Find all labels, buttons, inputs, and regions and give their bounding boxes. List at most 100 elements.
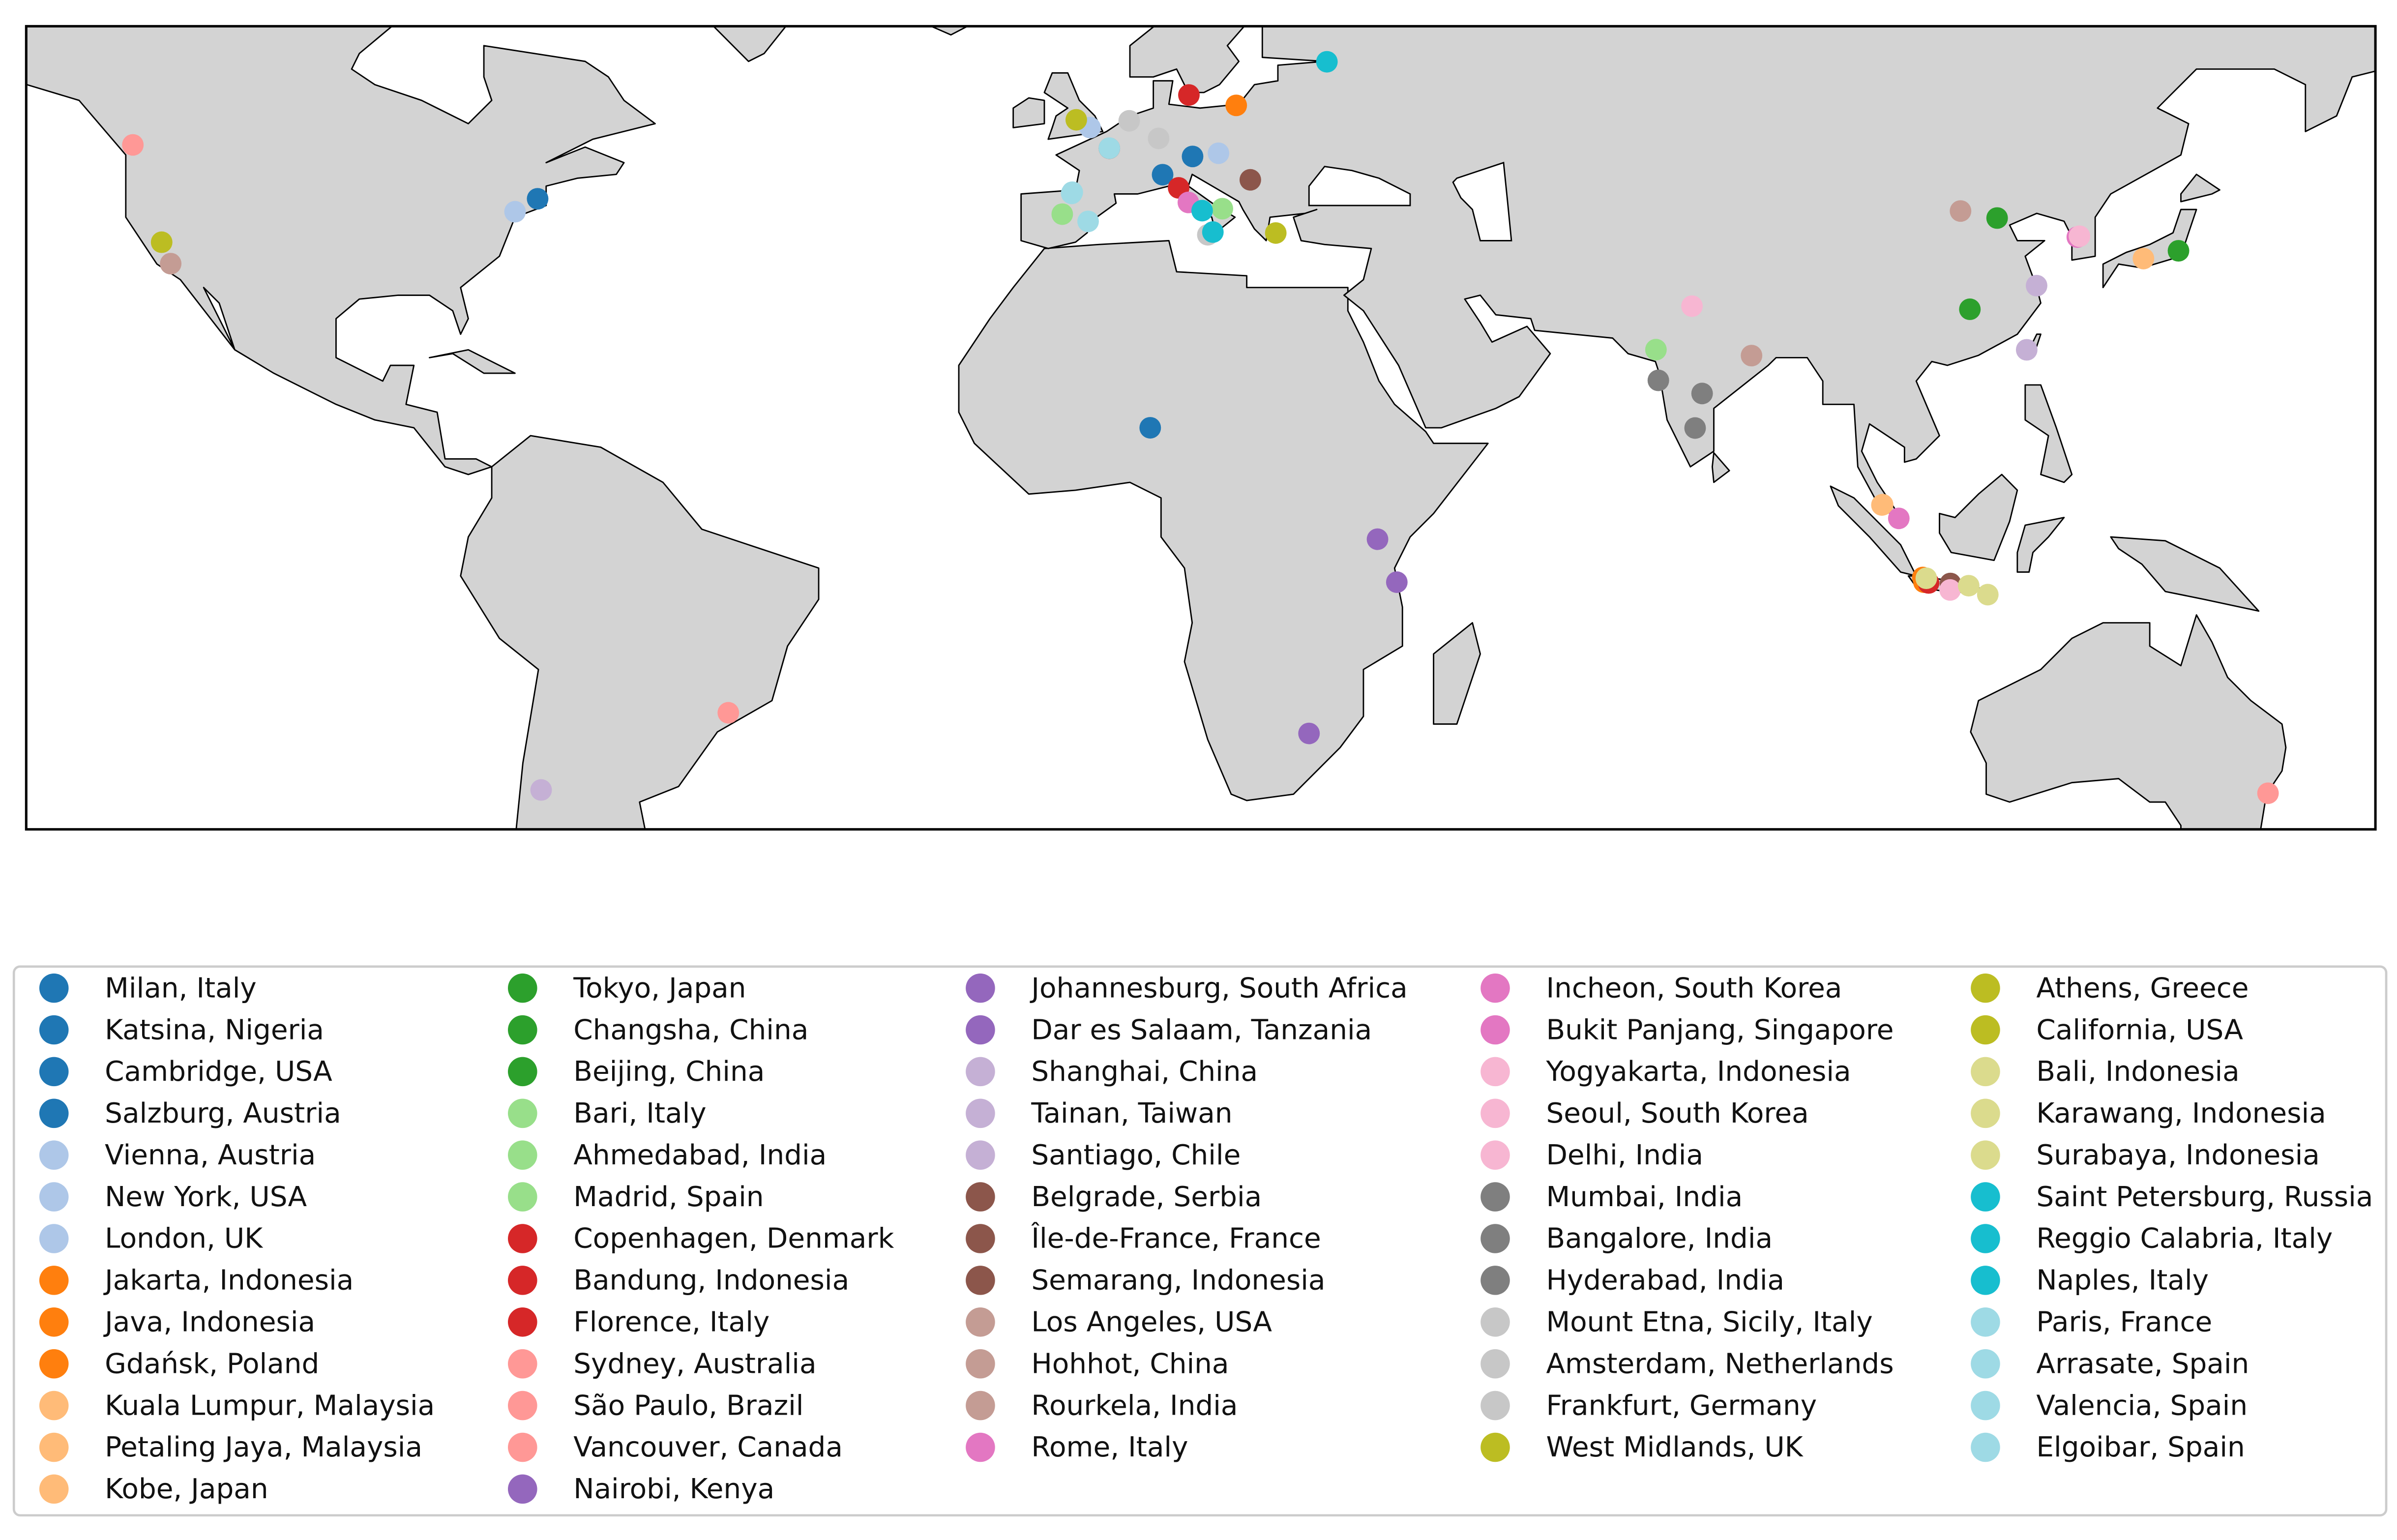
location-point bbox=[1691, 383, 1713, 405]
legend-marker bbox=[1971, 1432, 2000, 1462]
landmass bbox=[2219, 849, 2243, 868]
location-point bbox=[2167, 240, 2190, 262]
location-point bbox=[2132, 247, 2155, 269]
legend-label: Johannesburg, South Africa bbox=[1030, 972, 1407, 1004]
legend-marker bbox=[966, 1015, 995, 1045]
location-point bbox=[1148, 127, 1170, 149]
location-point bbox=[1178, 84, 1200, 106]
legend-label: Delhi, India bbox=[1546, 1139, 1703, 1171]
legend-label: Frankfurt, Germany bbox=[1546, 1390, 1817, 1422]
legend-label: Bangalore, India bbox=[1546, 1223, 1773, 1255]
legend-marker bbox=[1971, 1224, 2000, 1253]
legend-label: Bukit Panjang, Singapore bbox=[1546, 1014, 1894, 1046]
landmass bbox=[958, 240, 1489, 801]
legend-marker bbox=[507, 1432, 537, 1462]
landmass bbox=[26, 26, 656, 475]
legend-marker bbox=[966, 1391, 995, 1421]
location-point bbox=[1077, 210, 1099, 233]
location-point bbox=[2026, 274, 2047, 296]
legend-marker bbox=[966, 1224, 995, 1253]
legend-label: Mumbai, India bbox=[1546, 1181, 1743, 1213]
legend-marker bbox=[1971, 1391, 2000, 1421]
legend-label: Florence, Italy bbox=[573, 1306, 769, 1338]
legend-label: São Paulo, Brazil bbox=[573, 1390, 803, 1422]
location-point bbox=[1957, 575, 1980, 597]
legend-marker bbox=[507, 1307, 537, 1337]
inland-sea bbox=[1308, 166, 1411, 207]
legend-marker bbox=[966, 1349, 995, 1379]
location-point bbox=[504, 201, 526, 223]
legend-marker bbox=[966, 1307, 995, 1337]
legend-marker bbox=[1971, 973, 2000, 1003]
legend-label: Amsterdam, Netherlands bbox=[1546, 1348, 1894, 1380]
landmass bbox=[2016, 517, 2065, 573]
legend-marker bbox=[966, 1057, 995, 1087]
landmass bbox=[1970, 614, 2287, 829]
legend-marker bbox=[1480, 1182, 1510, 1212]
landmass bbox=[1129, 26, 1245, 93]
legend-label: Copenhagen, Denmark bbox=[573, 1223, 894, 1255]
landmass bbox=[460, 435, 820, 829]
location-point bbox=[1950, 200, 1972, 222]
location-point bbox=[1386, 571, 1408, 593]
legend-label: Sydney, Australia bbox=[573, 1348, 816, 1380]
legend-marker bbox=[39, 1182, 69, 1212]
location-point bbox=[1871, 494, 1893, 516]
location-point bbox=[1647, 369, 1669, 391]
legend-marker bbox=[507, 973, 537, 1003]
legend-marker bbox=[39, 1224, 69, 1253]
location-point bbox=[527, 188, 549, 210]
location-point bbox=[1118, 110, 1140, 132]
location-point bbox=[1986, 207, 2008, 229]
landmass bbox=[429, 349, 516, 374]
legend-label: California, USA bbox=[2036, 1014, 2243, 1046]
legend-label: Incheon, South Korea bbox=[1546, 972, 1842, 1004]
legend-label: Gdańsk, Poland bbox=[105, 1348, 319, 1380]
legend-label: Tokyo, Japan bbox=[573, 972, 746, 1004]
landmass bbox=[2180, 174, 2220, 203]
location-point bbox=[1212, 198, 1233, 220]
legend-label: Rourkela, India bbox=[1031, 1390, 1238, 1422]
legend-marker bbox=[1971, 1140, 2000, 1170]
location-point bbox=[1208, 142, 1230, 164]
legend-marker bbox=[966, 973, 995, 1003]
landmass bbox=[2110, 536, 2260, 612]
legend-label: Valencia, Spain bbox=[2036, 1390, 2248, 1422]
location-point bbox=[1182, 146, 1204, 168]
location-point bbox=[122, 134, 144, 156]
legend-label: Changsha, China bbox=[573, 1014, 808, 1046]
legend-marker bbox=[1480, 1057, 1510, 1087]
location-point bbox=[1645, 339, 1667, 361]
legend-marker bbox=[507, 1349, 537, 1379]
legend-marker bbox=[966, 1182, 995, 1212]
legend-marker bbox=[1480, 1224, 1510, 1253]
legend-label: Surabaya, Indonesia bbox=[2036, 1139, 2319, 1171]
legend-marker bbox=[1480, 1015, 1510, 1045]
legend-label: Shanghai, China bbox=[1031, 1056, 1258, 1088]
legend-label: West Midlands, UK bbox=[1546, 1431, 1804, 1463]
legend-marker bbox=[1971, 1098, 2000, 1128]
location-point bbox=[1915, 567, 1937, 590]
location-point bbox=[1684, 417, 1706, 439]
legend-label: Petaling Jaya, Malaysia bbox=[105, 1431, 422, 1463]
location-point bbox=[1959, 298, 1981, 320]
legend-label: Tainan, Taiwan bbox=[1031, 1097, 1232, 1129]
legend-label: Seoul, South Korea bbox=[1546, 1097, 1808, 1129]
legend-label: Madrid, Spain bbox=[573, 1181, 764, 1213]
legend-marker bbox=[1480, 1266, 1510, 1295]
legend-marker bbox=[507, 1182, 537, 1212]
legend-frame bbox=[12, 965, 2388, 1517]
legend-label: Semarang, Indonesia bbox=[1031, 1265, 1325, 1297]
legend-label: Jakarta, Indonesia bbox=[103, 1265, 354, 1297]
location-point bbox=[1939, 579, 1961, 601]
legend-label: Vienna, Austria bbox=[105, 1139, 316, 1171]
location-point bbox=[1366, 528, 1389, 550]
legend-marker bbox=[507, 1474, 537, 1504]
legend-marker bbox=[39, 1432, 69, 1462]
inland-sea bbox=[1452, 161, 1512, 241]
legend-marker bbox=[507, 1391, 537, 1421]
legend-marker bbox=[1480, 1098, 1510, 1128]
legend-label: Bali, Indonesia bbox=[2036, 1056, 2239, 1088]
legend-label: Dar es Salaam, Tanzania bbox=[1031, 1014, 1372, 1046]
